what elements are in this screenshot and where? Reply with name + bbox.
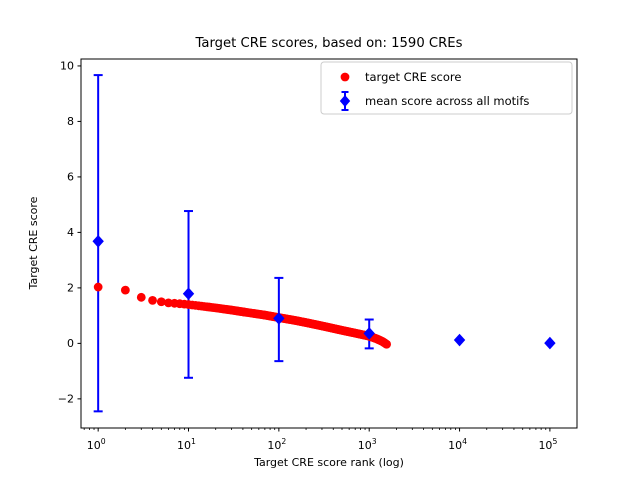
mean-score-diamond <box>544 336 556 350</box>
plot-border <box>80 58 578 429</box>
target-score-dot <box>93 282 103 292</box>
mean-score-diamond <box>273 312 285 325</box>
legend-target-circle-icon <box>340 72 350 82</box>
x-tick-label: 104 <box>448 437 467 452</box>
chart-title: Target CRE scores, based on: 1590 CREs <box>195 36 463 51</box>
mean-score-diamond <box>182 287 195 301</box>
y-tick-label: −2 <box>58 393 74 406</box>
x-axis-ticks: 100 101 102 103 104 105 <box>87 428 557 452</box>
mean-score-diamond <box>92 234 104 248</box>
x-tick-label: 102 <box>267 437 286 452</box>
chart-render-layer: −2 0 2 4 6 8 10 100 101 102 103 104 105 <box>58 58 578 452</box>
y-tick-label: 10 <box>60 60 74 73</box>
target-score-dot <box>136 292 146 302</box>
y-axis-label: Target CRE score <box>27 196 40 290</box>
target-score-series <box>93 282 392 349</box>
x-axis-minor-ticks <box>83 428 547 430</box>
legend-glyphs <box>339 72 351 111</box>
x-tick-label: 103 <box>358 437 377 452</box>
target-score-dot <box>120 285 130 295</box>
legend-label-mean-score: mean score across all motifs <box>365 94 529 108</box>
target-score-dot <box>148 295 157 305</box>
y-axis-ticks: −2 0 2 4 6 8 10 <box>58 60 81 406</box>
mean-score-diamond <box>453 333 466 347</box>
y-tick-label: 8 <box>67 115 74 128</box>
target-score-dot <box>156 297 166 307</box>
mean-series-markers <box>92 234 556 350</box>
x-tick-label: 105 <box>538 437 557 452</box>
x-axis-label: Target CRE score rank (log) <box>253 456 404 469</box>
legend: target CRE score mean score across all m… <box>320 61 573 115</box>
y-tick-label: 4 <box>67 226 74 239</box>
legend-mean-diamond-icon <box>339 95 351 107</box>
legend-box <box>320 61 573 115</box>
x-tick-label: 101 <box>177 437 196 452</box>
y-tick-label: 0 <box>67 337 74 350</box>
y-tick-label: 2 <box>67 282 74 295</box>
legend-label-target-cre-score: target CRE score <box>365 70 461 84</box>
target-score-dot <box>382 339 392 349</box>
mean-score-diamond <box>363 327 375 340</box>
x-tick-label: 100 <box>87 437 106 452</box>
y-tick-label: 6 <box>67 171 74 184</box>
